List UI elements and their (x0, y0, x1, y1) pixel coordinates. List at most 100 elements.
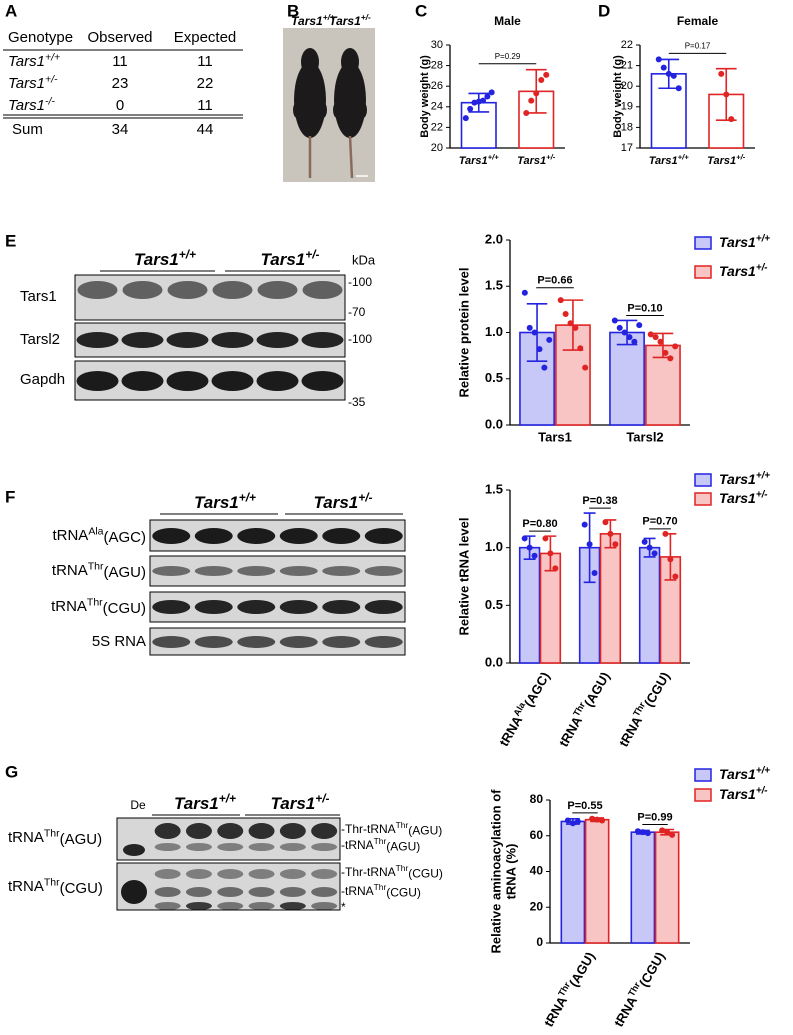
band (212, 281, 253, 299)
data-point (662, 349, 669, 356)
blot-frames (74, 274, 406, 911)
data-point (665, 70, 672, 77)
data-point (655, 56, 662, 63)
band (279, 566, 318, 576)
table-cell: Tars1-/- (8, 95, 55, 114)
band (279, 823, 306, 839)
band (301, 332, 344, 348)
chart-title: Male (494, 14, 521, 28)
data-point (641, 538, 648, 545)
text-part: (AGU) (104, 564, 147, 581)
band (256, 332, 299, 348)
data-point (531, 329, 538, 336)
y-tick-label: 2.0 (485, 231, 503, 246)
bar (518, 546, 541, 664)
band (122, 281, 163, 299)
table-cell: Sum (12, 121, 43, 138)
data-point (567, 320, 574, 327)
band (257, 281, 298, 299)
table-header: Observed (87, 29, 152, 46)
table-header: Genotype (8, 29, 73, 46)
legend-swatch (694, 236, 712, 250)
data-point (616, 324, 623, 331)
group-label: Tars1+/+ (134, 248, 196, 270)
band (154, 887, 181, 897)
y-tick-label: 20 (621, 80, 633, 92)
data-point (582, 364, 589, 371)
text-part: Tars1 (314, 493, 359, 512)
text-part: +/+ (45, 51, 60, 63)
data-point (644, 830, 651, 837)
data-point (631, 338, 638, 345)
band (76, 332, 119, 348)
data-point (611, 317, 618, 324)
band-label: -Thr-tRNAThr(CGU) (341, 863, 443, 880)
text-part: Tars1 (8, 53, 45, 70)
band-label: -tRNAThr(AGU) (341, 836, 420, 853)
data-point (523, 109, 530, 116)
text-part: -tRNA (341, 838, 374, 852)
data-point (667, 355, 674, 362)
band (322, 600, 361, 614)
panel-label: G (5, 762, 18, 781)
data-point (612, 541, 619, 548)
text-part: Thr (88, 560, 104, 572)
bar (645, 344, 681, 426)
p-value: P=0.55 (567, 800, 602, 812)
text-part: Thr (44, 827, 60, 839)
row-label: tRNAThr(CGU) (51, 596, 146, 617)
data-point (660, 64, 667, 71)
band (166, 371, 209, 391)
mice (293, 48, 367, 138)
tail (348, 135, 354, 179)
data-point (728, 116, 735, 123)
p-value: P=0.10 (627, 302, 662, 314)
y-tick-label: 22 (621, 39, 633, 51)
data-point (589, 815, 596, 822)
text-part: (CGU) (641, 670, 673, 710)
band (248, 843, 275, 851)
band (185, 869, 212, 879)
table-cell: Tars1+/- (8, 73, 58, 92)
table-cell: Tars1+/+ (8, 51, 60, 70)
table-cell: 23 (112, 75, 129, 92)
text-part: tRNA (496, 713, 526, 749)
data-point (531, 552, 538, 559)
text-part: tRNA (8, 878, 44, 895)
band (237, 600, 276, 614)
text-part: (CGU) (60, 880, 103, 897)
chart-title: Female (677, 14, 719, 28)
text-part: Thr (396, 863, 409, 873)
text-part: -tRNA (341, 884, 374, 898)
text-part: Tars1 (649, 155, 678, 167)
band (185, 902, 212, 910)
data-point (662, 530, 669, 537)
text-part: +/- (358, 491, 372, 505)
text-part: (AGU) (566, 950, 598, 990)
y-tick-label: 1.0 (485, 324, 503, 339)
data-point (652, 334, 659, 341)
group-label: Tars1+/+ (194, 491, 256, 513)
y-tick-label: 18 (621, 121, 633, 133)
band (166, 332, 209, 348)
text-part: +/+ (756, 470, 770, 481)
text-part: Tars1 (517, 155, 546, 167)
data-point (547, 550, 554, 557)
text-part: Thr (374, 882, 387, 892)
text-part: Tars1 (8, 97, 45, 114)
bar (654, 831, 680, 944)
band (322, 566, 361, 576)
y-tick-label: 1.0 (485, 539, 503, 554)
legend-label: Tars1+/+ (719, 233, 770, 250)
y-tick-label: 19 (621, 101, 633, 113)
blot-bands (76, 281, 403, 910)
data-point (675, 85, 682, 92)
text-part: (AGU) (386, 840, 420, 854)
y-tick-label: 0.0 (485, 416, 503, 431)
y-tick-label: 40 (530, 864, 544, 878)
data-point (543, 71, 550, 78)
band (217, 869, 244, 879)
data-point (602, 519, 609, 526)
data-point (526, 544, 533, 551)
band (279, 636, 318, 648)
